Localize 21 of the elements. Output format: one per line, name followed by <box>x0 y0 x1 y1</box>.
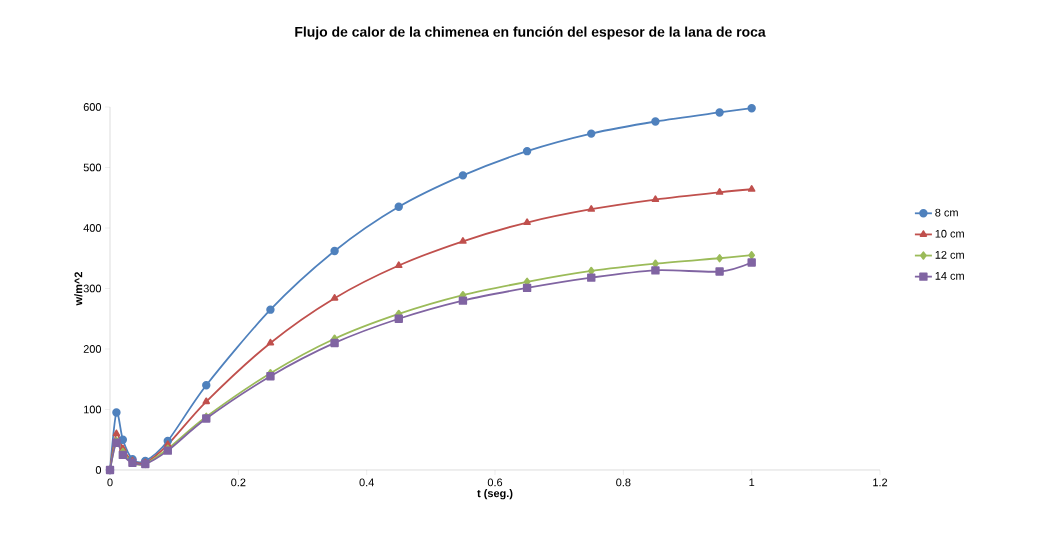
y-tick-label: 0 <box>95 466 102 474</box>
x-tick-label: 0.8 <box>616 478 631 487</box>
y-tick-label: 600 <box>83 103 102 111</box>
legend-label: 14 cm <box>935 272 964 280</box>
y-tick-label: 300 <box>83 284 102 293</box>
chart-title: Flujo de calor de la chimenea en función del espesor de la lana de roca <box>295 26 766 40</box>
x-axis-title: t (seg.) <box>477 489 513 500</box>
x-tick-label: 0.6 <box>487 478 503 487</box>
y-tick-label: 500 <box>83 163 102 172</box>
x-tick-label: 0 <box>107 478 113 487</box>
y-tick-label: 400 <box>83 224 102 232</box>
legend-label: 12 cm <box>935 250 964 259</box>
x-tick-label: 1 <box>749 478 755 487</box>
x-tick-label: 0.2 <box>231 478 246 487</box>
y-tick-label: 200 <box>83 345 102 353</box>
legend-label: 10 cm <box>935 229 964 238</box>
legend-label: 8 cm <box>935 208 958 217</box>
x-tick-label: 0.4 <box>359 478 374 487</box>
x-tick-label: 1.2 <box>873 478 888 487</box>
y-axis-title: w/m^2 <box>74 272 83 306</box>
y-tick-label: 100 <box>84 405 102 414</box>
